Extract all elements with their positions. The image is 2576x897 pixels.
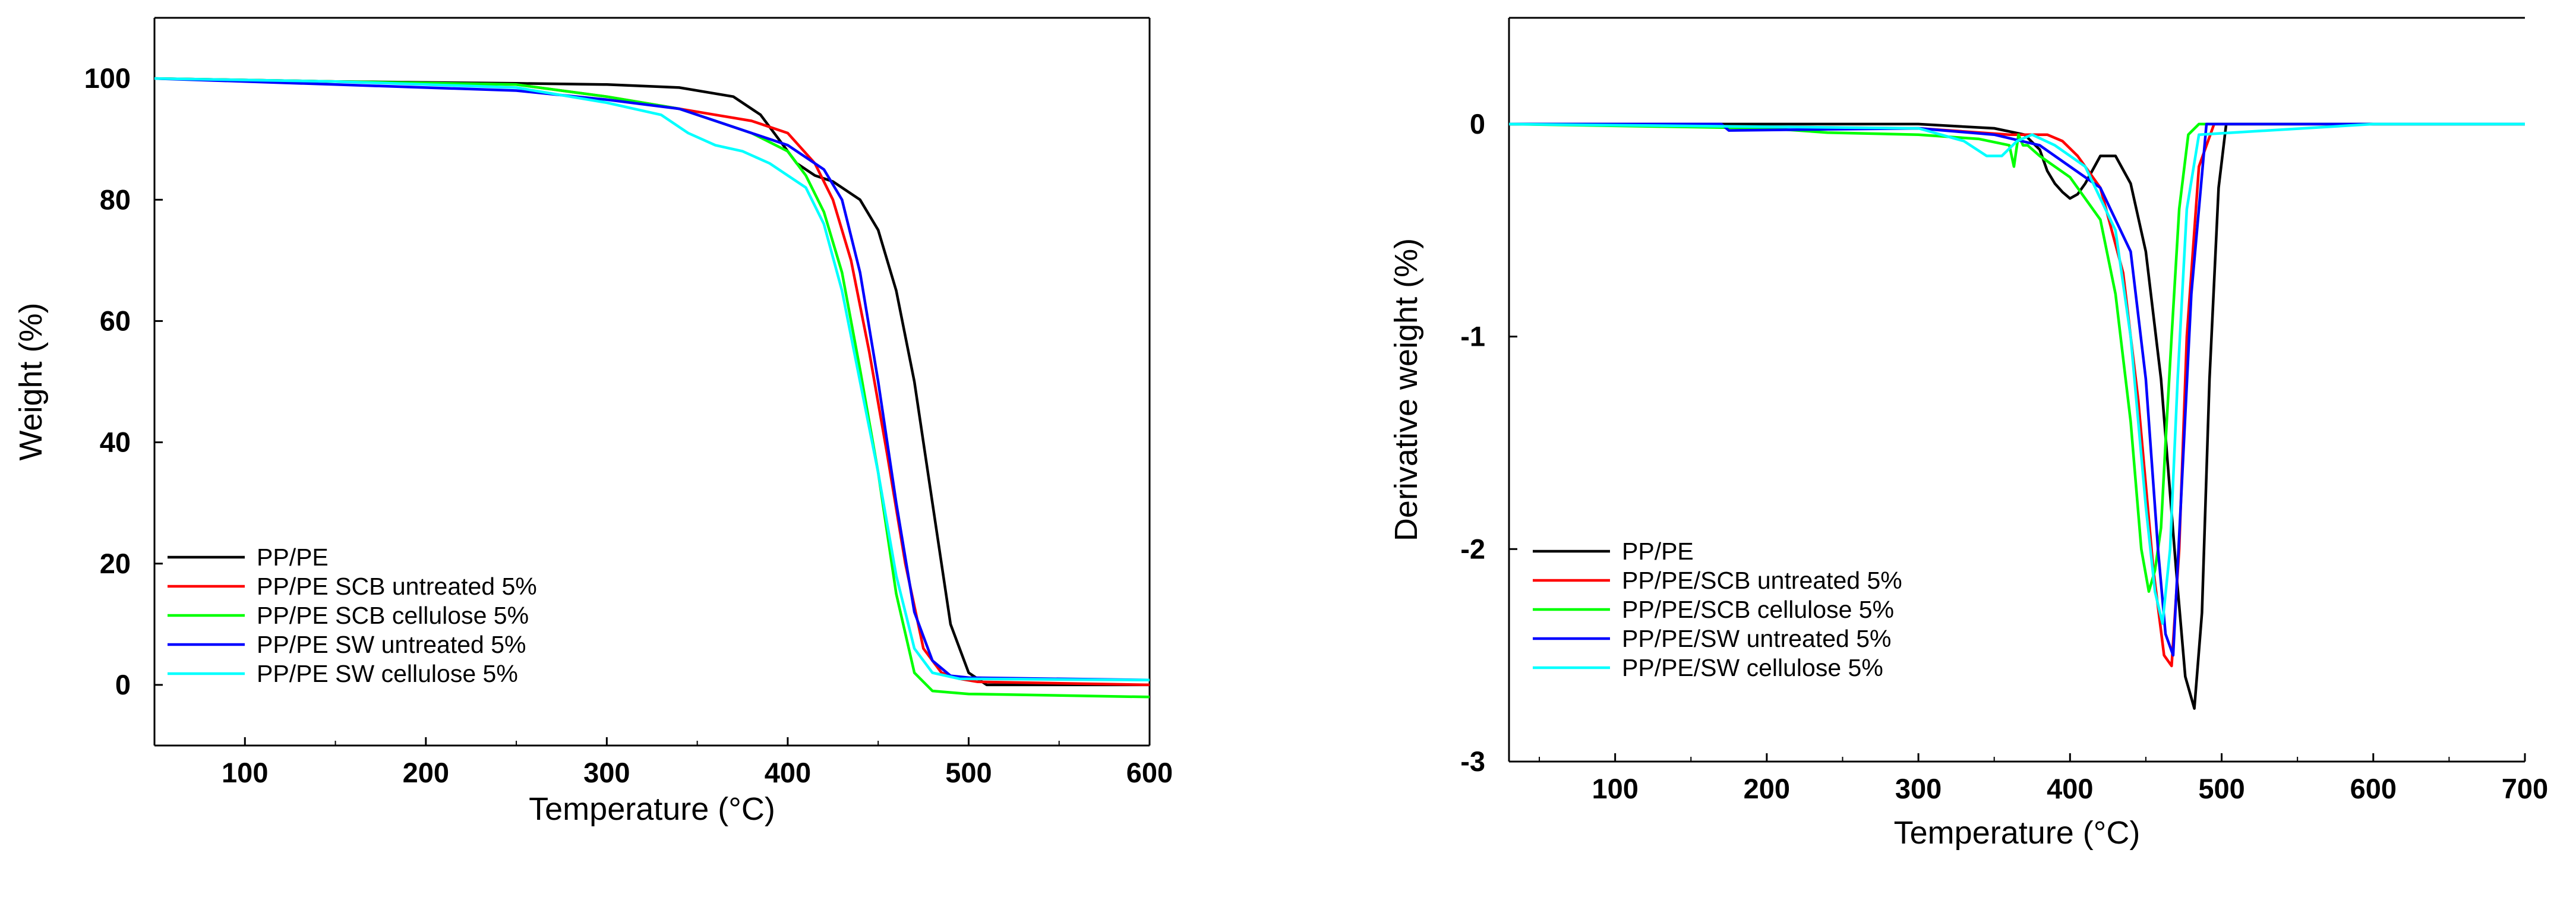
x-tick-label: 300 — [1895, 773, 1942, 804]
x-tick-label: 600 — [1126, 757, 1173, 788]
x-tick-label: 500 — [2198, 773, 2244, 804]
series-line-4 — [154, 77, 1150, 682]
x-tick-label: 400 — [2047, 773, 2093, 804]
legend-label: PP/PE — [257, 544, 329, 571]
legend-label: PP/PE/SCB cellulose 5% — [1622, 596, 1894, 623]
legend-label: PP/PE SW cellulose 5% — [257, 660, 518, 687]
x-tick-label: 700 — [2502, 773, 2548, 804]
legend-label: PP/PE/SW untreated 5% — [1622, 625, 1892, 652]
y-axis-label: Weight (%) — [13, 302, 49, 460]
y-tick-label: -2 — [1460, 533, 1485, 564]
weight-chart: 100 200 300 400 500 600 0 20 40 60 80 100 Temperatur… — [13, 17, 1173, 827]
x-tick-label: 400 — [765, 757, 811, 788]
y-tick-label: 0 — [115, 669, 131, 700]
y-tick-label: 100 — [84, 62, 131, 94]
x-axis-label: Temperature (°C) — [529, 791, 775, 827]
y-tick-label: -1 — [1460, 321, 1485, 352]
legend-label: PP/PE SCB cellulose 5% — [257, 602, 529, 629]
series-line-3 — [1508, 122, 2525, 593]
legend-label: PP/PE/SW cellulose 5% — [1622, 654, 1883, 681]
x-tick-label: 200 — [403, 757, 449, 788]
x-tick-label: 500 — [945, 757, 992, 788]
series-line-5 — [1508, 122, 2525, 625]
y-tick-label: 80 — [100, 184, 131, 215]
legend-label: PP/PE — [1622, 538, 1694, 565]
x-tick-label: 100 — [222, 757, 268, 788]
x-tick-label: 100 — [1592, 773, 1638, 804]
series-line-3 — [154, 77, 1150, 699]
x-tick-label: 600 — [2350, 773, 2397, 804]
derivative-weight-chart: 100 200 300 400 500 600 700 0 -1 -2 -3 Temperature … — [1388, 17, 2548, 851]
x-axis-label: Temperature (°C) — [1894, 815, 2141, 851]
x-tick-label: 200 — [1744, 773, 1790, 804]
series-line-1 — [1509, 122, 2525, 710]
y-tick-label: 20 — [100, 548, 131, 579]
x-tick-label: 300 — [583, 757, 630, 788]
legend-label: PP/PE/SCB untreated 5% — [1622, 567, 1902, 594]
series-line-5 — [154, 77, 1150, 682]
y-tick-label: 0 — [1470, 108, 1485, 140]
y-axis-label: Derivative weight (%) — [1388, 238, 1424, 541]
y-tick-label: 60 — [100, 305, 131, 336]
legend-label: PP/PE SW untreated 5% — [257, 631, 526, 658]
series-line-1 — [154, 77, 1150, 687]
y-tick-label: 40 — [100, 427, 131, 458]
y-tick-label: -3 — [1460, 746, 1485, 777]
legend-label: PP/PE SCB untreated 5% — [257, 573, 537, 600]
